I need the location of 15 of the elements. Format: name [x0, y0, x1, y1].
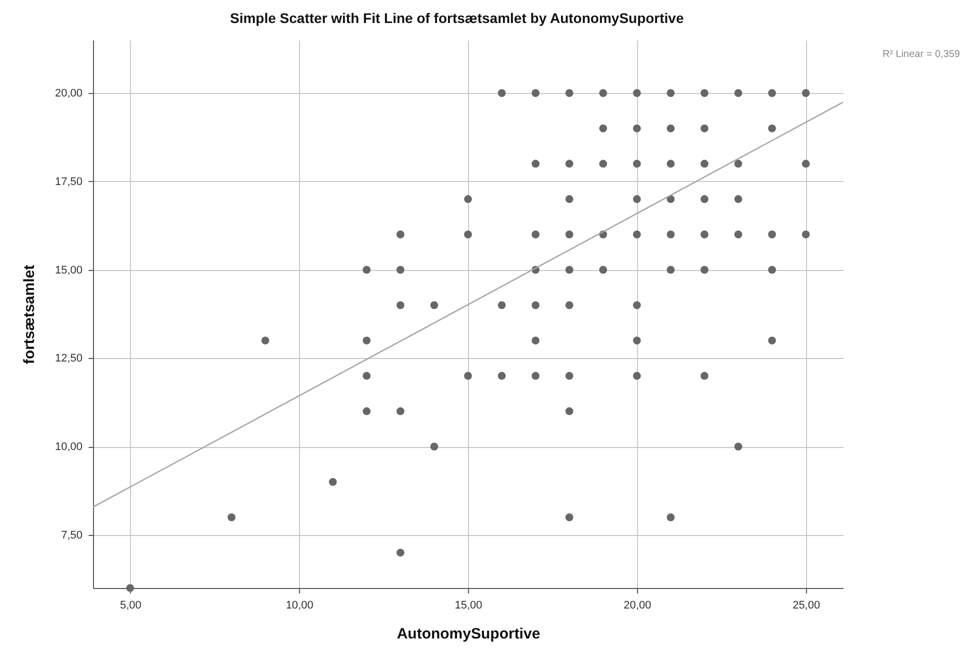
y-tick-label: 20,00 — [54, 88, 82, 100]
x-axis-title: AutonomySuportive — [396, 626, 540, 642]
y-tick-label: 12,50 — [54, 352, 82, 365]
y-tick-label: 7,50 — [61, 529, 82, 542]
y-tick-label: 10,00 — [54, 441, 82, 454]
y-tick-label: 15,00 — [54, 264, 82, 276]
x-tick-label: 20,00 — [624, 600, 652, 612]
x-tick-label: 5,00 — [120, 600, 142, 612]
y-tick-label: 17,50 — [54, 176, 82, 188]
x-tick-label: 10,00 — [286, 600, 314, 612]
chart-title: Simple Scatter with Fit Line of fortsætsamlet by AutonomySuportive — [230, 10, 684, 26]
text: R² Linear = 0,359 — [882, 49, 960, 60]
x-tick-label: 15,00 — [454, 600, 482, 612]
y-axis-title: fortsætsamlet — [20, 264, 38, 364]
x-tick-label: 25,00 — [792, 600, 820, 612]
